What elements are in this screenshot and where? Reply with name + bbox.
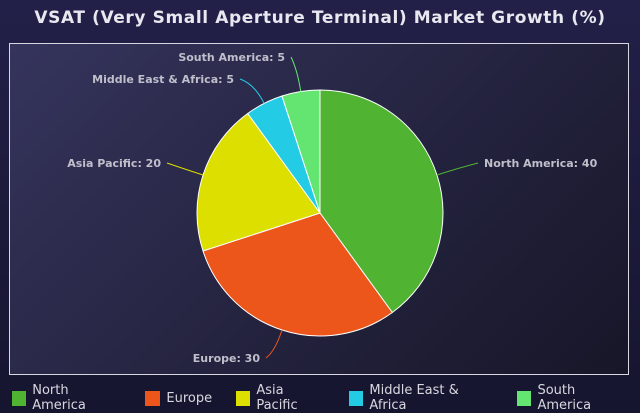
legend-item-middle-east-and-africa[interactable]: Middle East & Africa [349, 383, 493, 413]
connector-middle-east-and-africa [239, 78, 265, 104]
connector-europe [265, 329, 283, 359]
chart-title: VSAT (Very Small Aperture Terminal) Mark… [34, 8, 606, 28]
legend-label-europe: Europe [166, 390, 213, 406]
legend-label-south-america: South America [537, 383, 592, 413]
legend-item-north-america[interactable]: North America [12, 383, 121, 413]
connector-north-america [436, 162, 479, 176]
legend-item-europe[interactable]: Europe [145, 390, 213, 406]
data-label-asia-pacific: Asia Pacific: 20 [67, 157, 161, 170]
legend-label-north-america: North America [32, 383, 86, 413]
legend-swatch-south-america [517, 390, 532, 406]
connector-south-america [290, 56, 302, 92]
legend-label-asia-pacific: Asia Pacific [256, 383, 298, 413]
legend-item-asia-pacific[interactable]: Asia Pacific [236, 383, 325, 413]
legend-swatch-europe [145, 390, 161, 406]
connector-asia-pacific [166, 162, 204, 176]
legend-swatch-north-america [12, 390, 27, 406]
pie-slice-asia-pacific[interactable] [196, 112, 321, 252]
data-label-middle-east-and-africa: Middle East & Africa: 5 [92, 73, 234, 86]
pie-slice-south-america[interactable] [281, 89, 321, 214]
data-label-europe: Europe: 30 [193, 352, 261, 365]
legend-swatch-middle-east-and-africa [349, 390, 364, 406]
legend-label-middle-east-and-africa: Middle East & Africa [369, 383, 459, 413]
legend-swatch-asia-pacific [236, 390, 251, 406]
data-label-south-america: South America: 5 [178, 51, 285, 64]
data-label-north-america: North America: 40 [484, 157, 598, 170]
legend: North America Europe Asia Pacific Middle Ea… [0, 383, 640, 413]
legend-item-south-america[interactable]: South America [517, 383, 628, 413]
